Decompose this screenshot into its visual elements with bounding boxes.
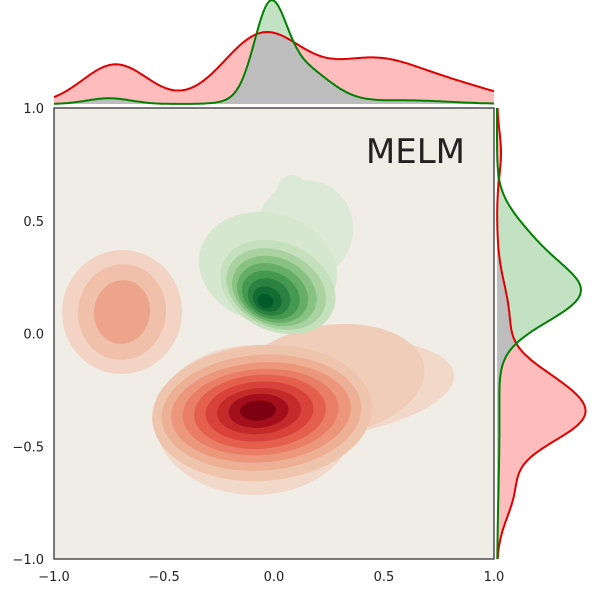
red-contour-left-2	[93, 280, 151, 344]
y-tick-label: −1.0	[12, 553, 44, 568]
y-axis-ticks: −1.0 −0.5 0.0 0.5 1.0	[12, 102, 44, 568]
right-green-kde-fill	[497, 108, 581, 559]
x-tick-label: 0.5	[374, 570, 395, 585]
top-red-kde-line	[53, 30, 495, 99]
green-contour-7	[257, 293, 274, 309]
green-contour-outer-b	[276, 175, 308, 215]
right-green-kde-line	[496, 108, 582, 559]
right-marginal	[496, 107, 587, 560]
x-tick-label: −1.0	[38, 570, 70, 585]
top-green-kde-line	[54, 0, 494, 105]
y-tick-label: 0.5	[23, 215, 44, 230]
kde-contours	[61, 175, 455, 495]
chart-title: MELM	[366, 132, 465, 172]
right-overlap-fill	[497, 108, 516, 559]
x-tick-label: 0.0	[264, 570, 285, 585]
top-overlap-fill	[54, 32, 494, 104]
y-tick-label: 1.0	[23, 102, 44, 117]
plot-frame	[53, 107, 495, 560]
x-axis-ticks: −1.0 −0.5 0.0 0.5 1.0	[38, 570, 504, 585]
x-tick-label: −0.5	[148, 570, 180, 585]
right-red-kde-fill	[497, 108, 586, 559]
x-tick-label: 1.0	[484, 570, 505, 585]
y-tick-label: 0.0	[23, 328, 44, 343]
right-red-kde-line	[496, 107, 587, 560]
red-contour-8	[240, 400, 276, 421]
y-tick-label: −0.5	[12, 440, 44, 455]
top-marginal	[53, 0, 495, 105]
